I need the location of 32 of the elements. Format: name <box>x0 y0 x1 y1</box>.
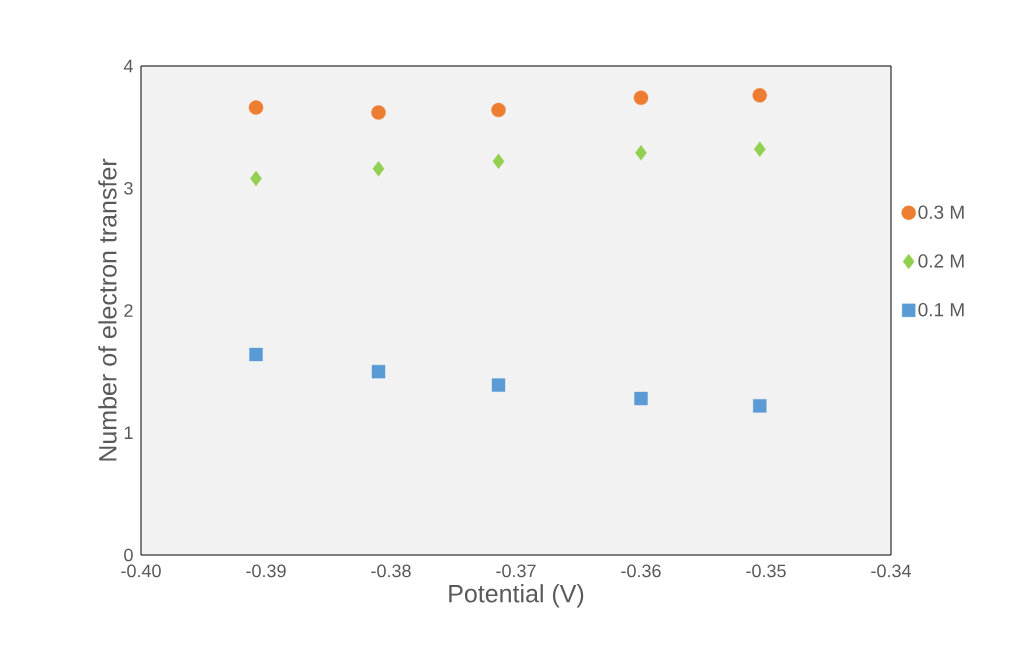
point <box>249 347 263 362</box>
x-tick-label: -0.39 <box>246 564 286 578</box>
point <box>371 105 386 120</box>
point <box>372 160 385 177</box>
y-tick-label: 2 <box>124 304 133 317</box>
point <box>371 364 386 379</box>
x-axis-title: Potential (V) <box>449 584 584 608</box>
legend-label: 0.2 M <box>918 254 964 268</box>
point <box>635 145 647 161</box>
y-tick-label: 4 <box>123 59 133 73</box>
x-tick-label: -0.36 <box>621 564 661 578</box>
y-axis-title: Number of electron transfer <box>98 158 117 461</box>
point <box>634 391 648 406</box>
point <box>753 141 766 157</box>
x-tick-label: -0.34 <box>871 564 911 578</box>
y-tick-label: 1 <box>124 426 133 439</box>
point <box>633 90 649 105</box>
x-tick-label: -0.40 <box>121 564 161 578</box>
y-tick-label: 0 <box>124 548 133 562</box>
point <box>248 100 264 115</box>
point <box>491 378 506 392</box>
legend-label: 0.1 M <box>918 302 964 317</box>
point <box>250 170 262 187</box>
y-tick-label: 3 <box>124 181 133 195</box>
point <box>492 153 505 170</box>
x-tick-label: -0.38 <box>371 564 411 578</box>
point <box>753 399 767 413</box>
point <box>752 88 767 103</box>
point <box>491 102 506 118</box>
legend-label: 0.3 M <box>918 205 964 219</box>
x-tick-label: -0.35 <box>746 564 786 578</box>
x-tick-label: -0.37 <box>496 564 536 578</box>
